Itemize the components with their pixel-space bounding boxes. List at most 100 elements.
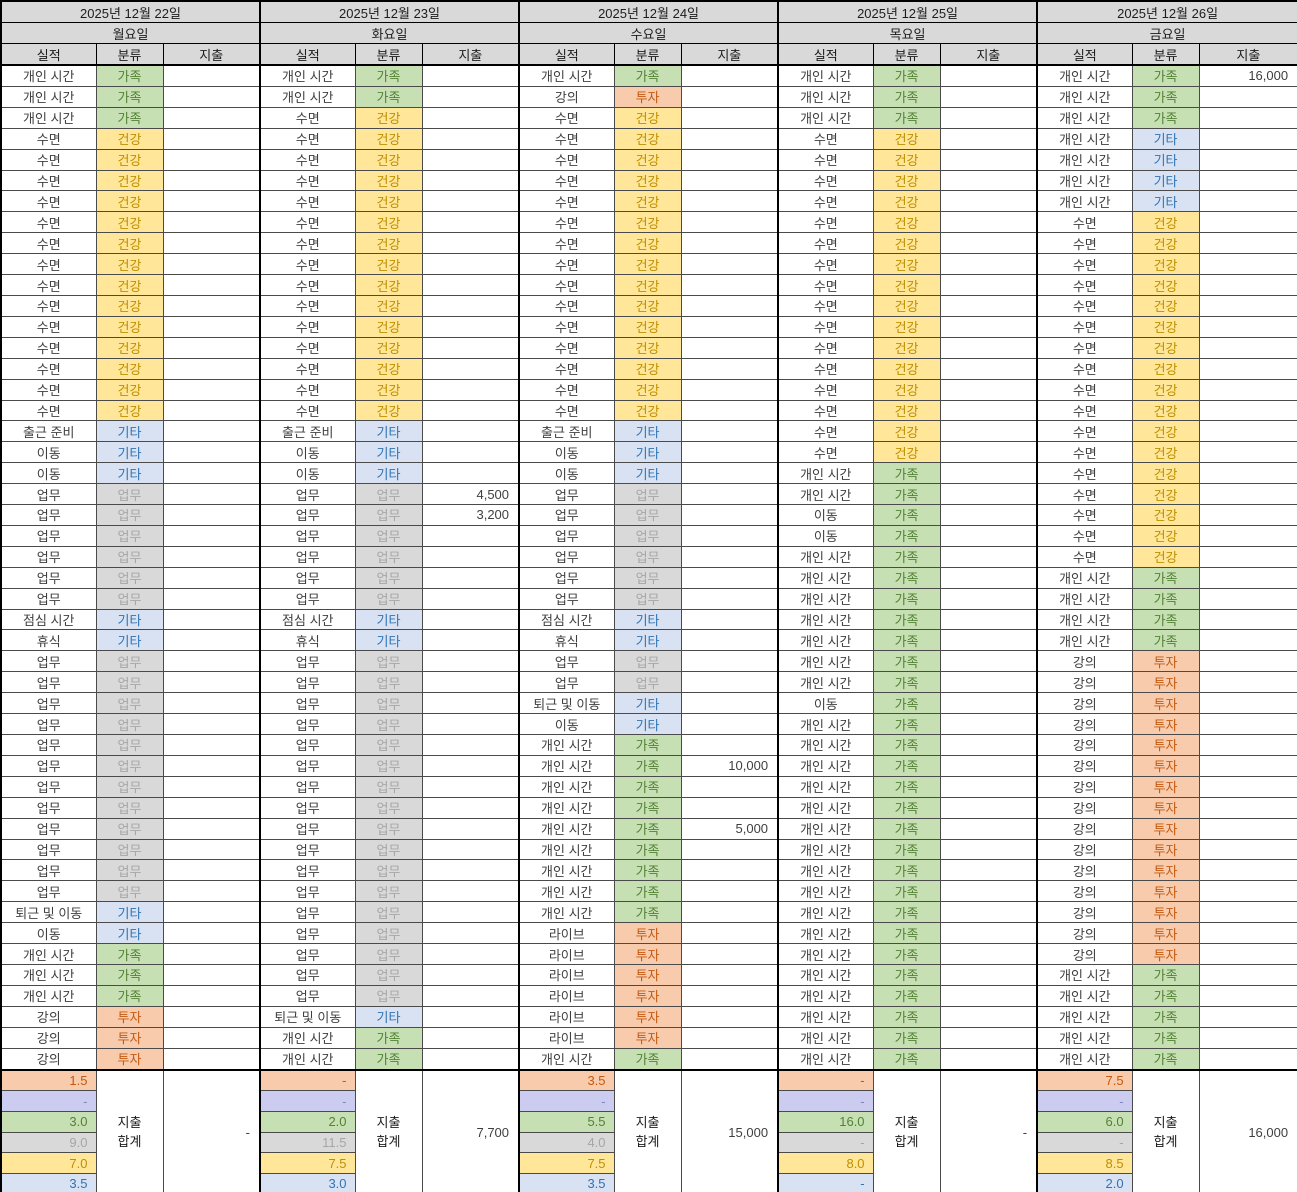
category-cell[interactable]: 건강: [1131, 378, 1200, 401]
expense-cell[interactable]: [1198, 524, 1297, 547]
category-cell[interactable]: 업무: [613, 671, 682, 694]
category-cell[interactable]: 건강: [613, 378, 682, 401]
activity-cell[interactable]: 수면: [1036, 524, 1133, 547]
category-cell[interactable]: 기타: [95, 629, 164, 652]
expense-cell[interactable]: [939, 880, 1038, 903]
activity-cell[interactable]: 개인 시간: [0, 984, 97, 1007]
category-cell[interactable]: 가족: [613, 796, 682, 819]
expense-cell[interactable]: [939, 294, 1038, 317]
expense-total-cell[interactable]: 7,700: [421, 1068, 520, 1192]
category-cell[interactable]: 건강: [95, 378, 164, 401]
activity-cell[interactable]: 개인 시간: [1036, 587, 1133, 610]
activity-cell[interactable]: 업무: [259, 587, 356, 610]
expense-cell[interactable]: [1198, 943, 1297, 965]
expense-cell[interactable]: [421, 859, 520, 882]
expense-cell[interactable]: [162, 629, 261, 652]
category-cell[interactable]: 가족: [613, 1047, 682, 1071]
expense-cell[interactable]: [1198, 754, 1297, 777]
column-header-performance[interactable]: 실적: [259, 43, 356, 66]
activity-cell[interactable]: 개인 시간: [1036, 629, 1133, 652]
activity-cell[interactable]: 업무: [259, 566, 356, 589]
category-cell[interactable]: 업무: [95, 504, 164, 526]
activity-cell[interactable]: 수면: [518, 253, 615, 276]
activity-cell[interactable]: 업무: [518, 545, 615, 568]
category-cell[interactable]: 가족: [1131, 1026, 1200, 1049]
expense-cell[interactable]: [421, 796, 520, 819]
category-cell[interactable]: 건강: [613, 106, 682, 129]
expense-cell[interactable]: [939, 378, 1038, 401]
expense-cell[interactable]: [421, 336, 520, 359]
category-cell[interactable]: 건강: [613, 274, 682, 296]
activity-cell[interactable]: 업무: [0, 483, 97, 506]
expense-cell[interactable]: [421, 294, 520, 317]
category-cell[interactable]: 투자: [95, 1047, 164, 1071]
expense-cell[interactable]: [421, 64, 520, 87]
expense-cell[interactable]: [1198, 671, 1297, 694]
summary-value-cell[interactable]: -: [777, 1090, 874, 1112]
activity-cell[interactable]: 개인 시간: [777, 901, 874, 924]
category-cell[interactable]: 건강: [872, 211, 941, 234]
category-cell[interactable]: 건강: [95, 169, 164, 192]
activity-cell[interactable]: 휴식: [259, 629, 356, 652]
activity-cell[interactable]: 점심 시간: [518, 608, 615, 631]
activity-cell[interactable]: 퇴근 및 이동: [518, 692, 615, 715]
category-cell[interactable]: 가족: [872, 1005, 941, 1028]
activity-cell[interactable]: 수면: [777, 294, 874, 317]
category-cell[interactable]: 건강: [872, 190, 941, 213]
expense-cell[interactable]: [421, 692, 520, 715]
expense-cell[interactable]: [1198, 378, 1297, 401]
activity-cell[interactable]: 개인 시간: [518, 1047, 615, 1071]
expense-cell[interactable]: [1198, 274, 1297, 296]
expense-cell[interactable]: [421, 817, 520, 840]
category-cell[interactable]: 업무: [354, 524, 423, 547]
category-cell[interactable]: 업무: [95, 817, 164, 840]
expense-cell[interactable]: [939, 274, 1038, 296]
category-cell[interactable]: 업무: [354, 545, 423, 568]
expense-cell[interactable]: [1198, 775, 1297, 798]
expense-cell[interactable]: [1198, 587, 1297, 610]
activity-cell[interactable]: 수면: [259, 399, 356, 422]
activity-cell[interactable]: 강의: [1036, 859, 1133, 882]
expense-cell[interactable]: [680, 441, 779, 464]
category-cell[interactable]: 업무: [354, 587, 423, 610]
category-cell[interactable]: 업무: [354, 963, 423, 986]
category-cell[interactable]: 건강: [1131, 253, 1200, 276]
activity-cell[interactable]: 수면: [1036, 211, 1133, 234]
expense-cell[interactable]: [1198, 1026, 1297, 1049]
activity-cell[interactable]: 업무: [259, 671, 356, 694]
category-cell[interactable]: 건강: [1131, 336, 1200, 359]
date-header-cell[interactable]: 2025년 12월 22일: [0, 0, 261, 23]
activity-cell[interactable]: 개인 시간: [0, 943, 97, 965]
activity-cell[interactable]: 개인 시간: [777, 838, 874, 861]
expense-cell[interactable]: [1198, 483, 1297, 506]
category-cell[interactable]: 건강: [354, 106, 423, 129]
activity-cell[interactable]: 개인 시간: [1036, 127, 1133, 150]
expense-cell[interactable]: [421, 169, 520, 192]
activity-cell[interactable]: 업무: [259, 838, 356, 861]
activity-cell[interactable]: 업무: [259, 880, 356, 903]
activity-cell[interactable]: 이동: [0, 462, 97, 485]
category-cell[interactable]: 가족: [872, 64, 941, 87]
expense-cell[interactable]: [680, 524, 779, 547]
activity-cell[interactable]: 수면: [1036, 420, 1133, 443]
category-cell[interactable]: 투자: [1131, 713, 1200, 735]
category-cell[interactable]: 가족: [872, 754, 941, 777]
category-cell[interactable]: 가족: [95, 963, 164, 986]
activity-cell[interactable]: 업무: [259, 984, 356, 1007]
category-cell[interactable]: 건강: [613, 127, 682, 150]
activity-cell[interactable]: 라이브: [518, 1026, 615, 1049]
expense-cell[interactable]: [680, 838, 779, 861]
summary-value-cell[interactable]: -: [0, 1090, 97, 1112]
activity-cell[interactable]: 업무: [259, 754, 356, 777]
activity-cell[interactable]: 개인 시간: [777, 85, 874, 108]
expense-cell[interactable]: [939, 462, 1038, 485]
category-cell[interactable]: 건강: [354, 148, 423, 171]
category-cell[interactable]: 건강: [872, 148, 941, 171]
expense-cell[interactable]: [1198, 399, 1297, 422]
category-cell[interactable]: 가족: [354, 85, 423, 108]
category-cell[interactable]: 업무: [354, 650, 423, 673]
expense-cell[interactable]: [680, 483, 779, 506]
expense-cell[interactable]: [421, 587, 520, 610]
expense-cell[interactable]: [421, 315, 520, 338]
activity-cell[interactable]: 라이브: [518, 1005, 615, 1028]
